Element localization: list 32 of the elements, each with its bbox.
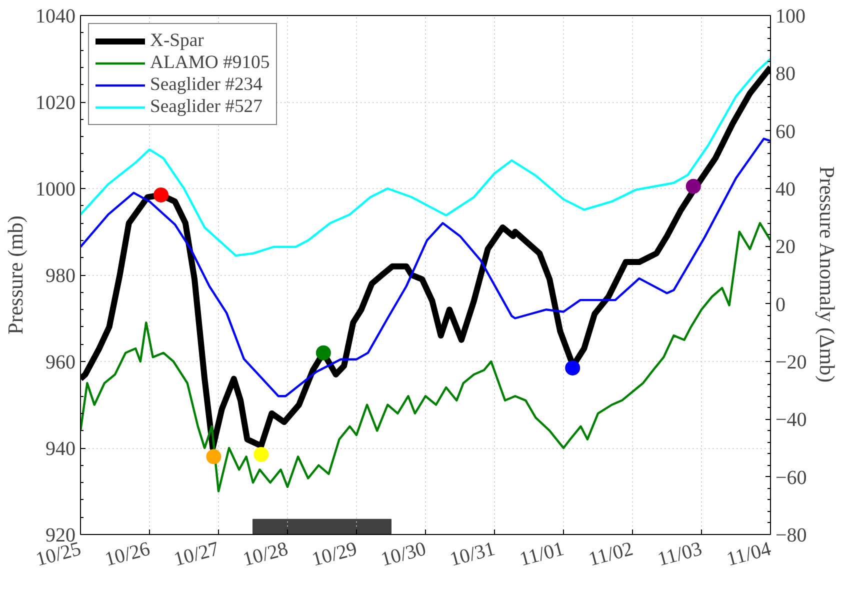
y-tick-label: 940 xyxy=(46,438,76,460)
legend-label: X-Spar xyxy=(150,30,204,52)
y2-tick-label: −40 xyxy=(776,409,807,432)
x-tick-label: 10/28 xyxy=(240,538,290,571)
x-tick-label: 11/01 xyxy=(517,538,566,571)
x-tick-label: 11/04 xyxy=(724,538,774,571)
y2-tick-label: 80 xyxy=(776,63,796,86)
y-tick-label: 980 xyxy=(46,265,76,287)
y-tick-label: 960 xyxy=(46,352,76,374)
y-tick-label: 1000 xyxy=(36,178,76,200)
y2-tick-label: 100 xyxy=(776,6,806,28)
y2-tick-label: 20 xyxy=(776,236,796,258)
y2-tick-label: 40 xyxy=(776,178,796,200)
y2-tick-label: −60 xyxy=(776,466,807,489)
y-axis-title: Pressure (mb) xyxy=(4,215,28,335)
legend-label: ALAMO #9105 xyxy=(150,52,270,74)
x-tick-label: 10/31 xyxy=(448,538,498,571)
x-tick-label: 11/02 xyxy=(586,538,636,571)
x-tick-label: 10/29 xyxy=(310,538,360,571)
y-tick-label: 1040 xyxy=(36,6,76,28)
y2-tick-label: 60 xyxy=(776,120,796,143)
y2-axis-title: Pressure Anomaly (Δmb) xyxy=(814,166,839,383)
y2-tick-label: −20 xyxy=(776,352,807,374)
x-tick-label: 10/27 xyxy=(172,538,222,571)
x-tick-label: 11/03 xyxy=(655,538,704,571)
y-tick-label: 1020 xyxy=(36,92,76,114)
y2-tick-label: −80 xyxy=(776,524,807,546)
legend-label: Seaglider #234 xyxy=(150,74,262,96)
y2-tick-label: 0 xyxy=(776,294,786,316)
x-tick-label: 10/30 xyxy=(378,538,428,571)
legend-label: Seaglider #527 xyxy=(150,96,262,118)
x-tick-label: 10/26 xyxy=(102,538,152,571)
